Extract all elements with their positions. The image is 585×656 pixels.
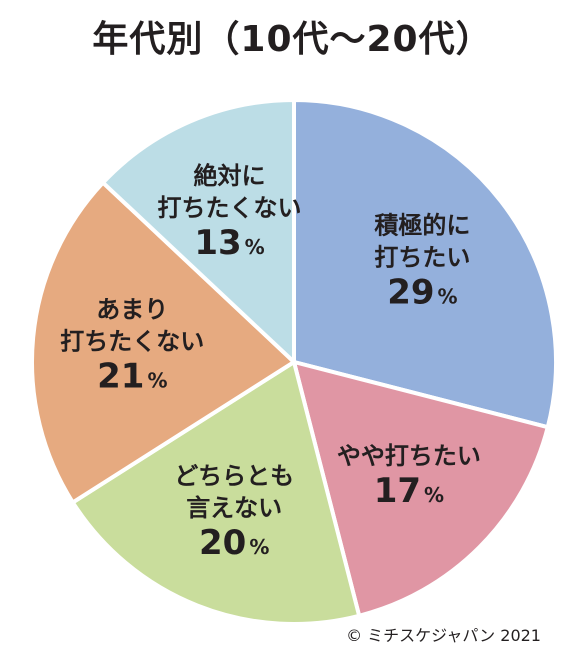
slice-category-label: あまり (96, 296, 168, 324)
slice-category-label: 言えない (186, 494, 282, 522)
slice-category-label: 絶対に (194, 162, 266, 190)
slice-category-label: 打ちたくない (158, 194, 302, 222)
slice-category-label: 打ちたい (374, 243, 470, 271)
slice-category-label: やや打ちたい (337, 442, 481, 470)
slice-category-label: どちらとも (174, 462, 294, 490)
slice-category-label: 打ちたくない (60, 328, 204, 356)
slice-category-label: 積極的に (374, 211, 470, 239)
copyright-notice: © ミチスケジャパン 2021 (346, 622, 541, 646)
